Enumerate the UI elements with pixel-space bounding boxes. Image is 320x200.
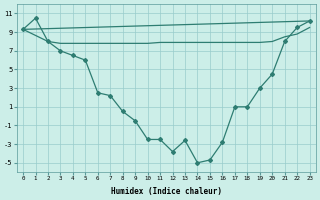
X-axis label: Humidex (Indice chaleur): Humidex (Indice chaleur) xyxy=(111,187,222,196)
